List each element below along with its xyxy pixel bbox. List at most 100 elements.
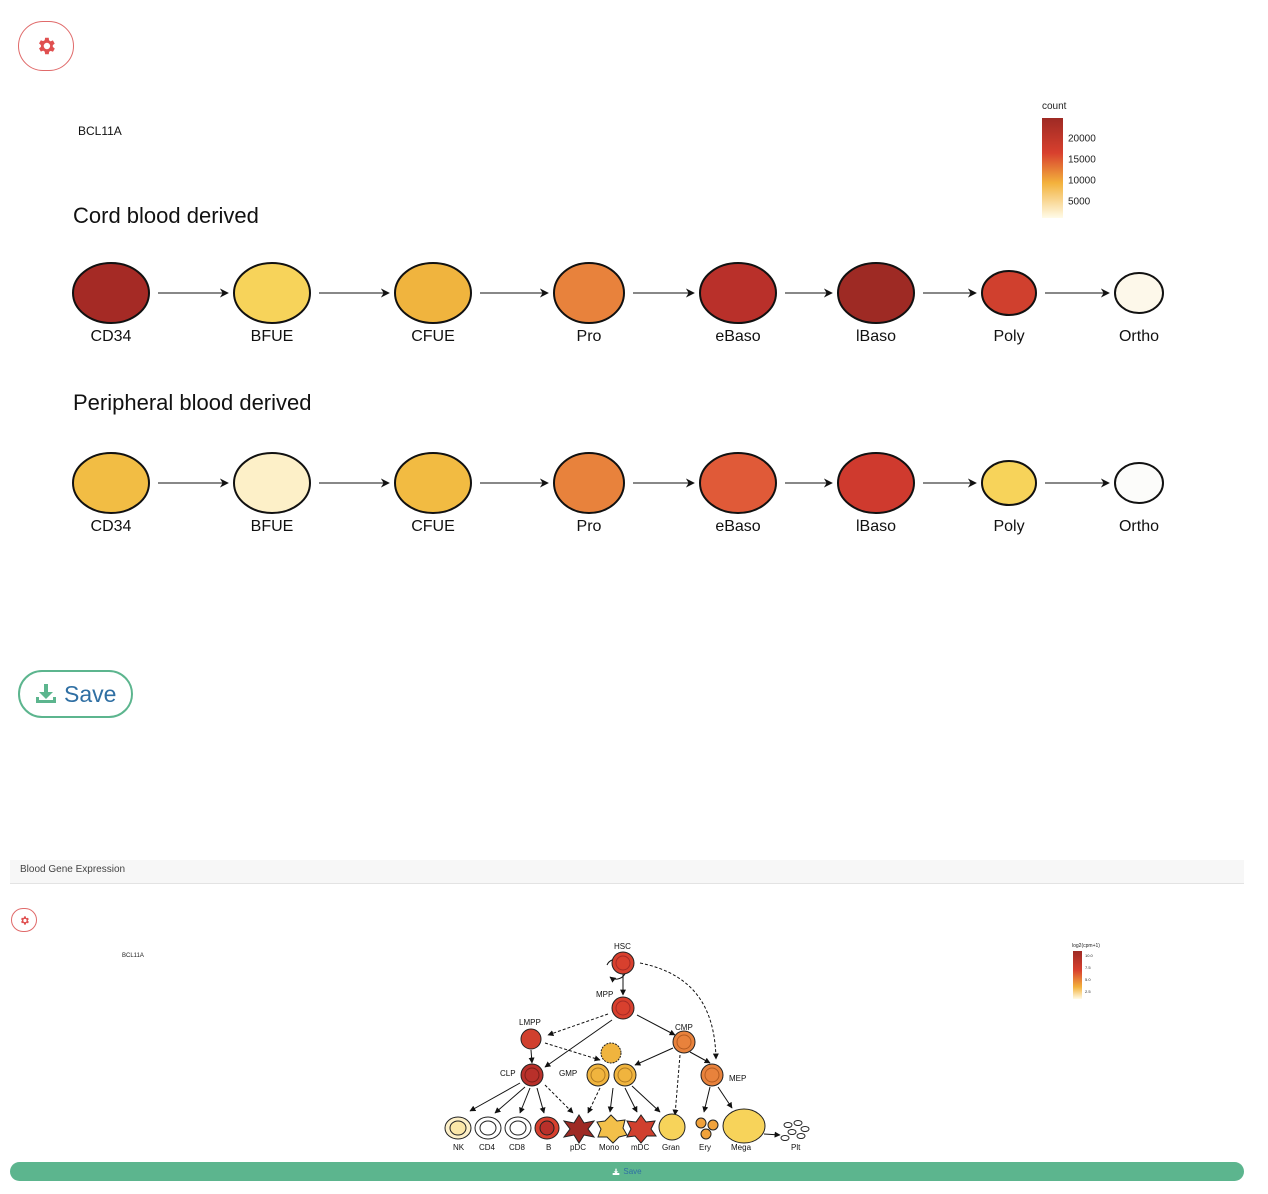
cell-label: BFUE xyxy=(251,328,294,345)
legend-tick-label-small: 10.0 xyxy=(1085,953,1094,958)
cell-lbaso xyxy=(837,452,915,514)
erythroid-expression-figure: BCL11A count 20000 15000 10000 5000 Cord bl… xyxy=(72,101,1164,535)
cell-label: lBaso xyxy=(856,518,896,535)
gear-icon xyxy=(39,37,55,55)
label-pdc: pDC xyxy=(570,1143,586,1152)
cell-cd34 xyxy=(72,452,150,514)
label-plt: Plt xyxy=(791,1143,801,1152)
cell-cfue xyxy=(394,452,472,514)
lineage-cells xyxy=(444,951,810,1144)
cell-cd34 xyxy=(72,262,150,324)
cell-cfue xyxy=(394,262,472,324)
cell-ebaso xyxy=(699,262,777,324)
save-button[interactable]: Save xyxy=(18,670,133,718)
gene-label-small: BCL11A xyxy=(122,953,144,959)
label-mono: Mono xyxy=(599,1143,620,1152)
legend-title-small: log2(cpm+1) xyxy=(1072,943,1100,949)
label-hsc: HSC xyxy=(614,942,631,951)
legend-colorbar-small xyxy=(1073,951,1082,999)
label-ery: Ery xyxy=(699,1143,711,1152)
cell-cd8 xyxy=(504,1116,532,1140)
row-title: Cord blood derived xyxy=(73,203,259,228)
cell-mdc xyxy=(626,1114,657,1144)
label-clp: CLP xyxy=(500,1069,516,1078)
label-b: B xyxy=(546,1143,551,1152)
label-cmp: CMP xyxy=(675,1023,693,1032)
cell-cmp xyxy=(672,1030,696,1054)
legend-tick-label-small: 5.0 xyxy=(1085,977,1091,982)
bottom-save-button[interactable]: Save xyxy=(10,1162,1244,1181)
cell-label: Ortho xyxy=(1119,328,1159,345)
legend-tick-label: 20000 xyxy=(1068,134,1096,145)
cell-gmp-c xyxy=(613,1063,637,1087)
cell-gran xyxy=(658,1113,686,1141)
panel-title: Blood Gene Expression xyxy=(20,864,126,875)
cell-lbaso xyxy=(837,262,915,324)
legend-tick-label: 5000 xyxy=(1068,197,1091,208)
row-title: Peripheral blood derived xyxy=(73,390,312,415)
label-mpp: MPP xyxy=(596,990,613,999)
label-cd4: CD4 xyxy=(479,1143,496,1152)
cell-pro xyxy=(553,262,625,324)
settings-button-small[interactable] xyxy=(11,908,37,932)
cell-label: CFUE xyxy=(411,328,455,345)
cell-clp xyxy=(520,1063,544,1087)
cell-gmp-b xyxy=(586,1063,610,1087)
cell-ery-b xyxy=(707,1119,719,1131)
cell-poly xyxy=(981,460,1037,506)
download-icon xyxy=(36,684,56,703)
cell-gmp-a xyxy=(600,1042,622,1064)
cell-lmpp xyxy=(520,1028,542,1050)
lineage-edges xyxy=(469,958,781,1138)
cell-label: CD34 xyxy=(91,328,132,345)
label-gmp: GMP xyxy=(559,1069,577,1078)
label-mdc: mDC xyxy=(631,1143,649,1152)
label-cd8: CD8 xyxy=(509,1143,526,1152)
cell-ortho xyxy=(1114,272,1164,314)
cell-label: eBaso xyxy=(715,328,760,345)
download-icon xyxy=(613,1168,620,1175)
legend-ticks: 20000 15000 10000 5000 xyxy=(1063,134,1096,208)
cell-bfue xyxy=(233,262,311,324)
cell-label: Ortho xyxy=(1119,518,1159,535)
label-mep: MEP xyxy=(729,1074,746,1083)
gene-label: BCL11A xyxy=(78,124,122,138)
cell-mega xyxy=(722,1108,766,1144)
label-gran: Gran xyxy=(662,1143,680,1152)
cell-bfue xyxy=(233,452,311,514)
cell-ery-a xyxy=(695,1117,707,1129)
bottom-save-label: Save xyxy=(623,1167,642,1176)
legend-colorbar xyxy=(1042,118,1063,218)
cell-mono xyxy=(596,1114,628,1144)
label-mega: Mega xyxy=(731,1143,752,1152)
lineage-row: Cord blood derived CD34 BFUE CFUE Pro eBaso lB… xyxy=(72,203,1164,345)
legend-tick-label-small: 7.5 xyxy=(1085,965,1091,970)
save-label: Save xyxy=(64,680,117,707)
lineage-row: Peripheral blood derived CD34 BFUE CFUE Pro e… xyxy=(72,390,1164,535)
cell-ebaso xyxy=(699,452,777,514)
gear-icon xyxy=(20,915,29,925)
settings-button[interactable] xyxy=(18,21,74,71)
cell-poly xyxy=(981,270,1037,316)
legend-tick-label: 15000 xyxy=(1068,155,1096,166)
lineage-rows: Cord blood derived CD34 BFUE CFUE Pro eBaso lB… xyxy=(72,203,1164,535)
legend-title: count xyxy=(1042,101,1067,112)
cell-plt xyxy=(780,1120,810,1141)
panel-header: Blood Gene Expression xyxy=(10,860,1244,884)
hematopoiesis-figure: BCL11A log2(cpm+1) 10.0 7.5 5.0 2.5 xyxy=(122,942,1100,1152)
cell-label: Poly xyxy=(993,518,1024,535)
label-nk: NK xyxy=(453,1143,465,1152)
cell-hsc xyxy=(611,951,635,975)
lineage-node-labels: HSC MPP LMPP CMP CLP GMP MEP NK CD4 CD8 … xyxy=(453,942,801,1152)
cell-mep xyxy=(700,1063,724,1087)
legend-ticks-small: 10.0 7.5 5.0 2.5 xyxy=(1085,953,1094,994)
cell-label: lBaso xyxy=(856,328,896,345)
cell-label: BFUE xyxy=(251,518,294,535)
cell-label: Pro xyxy=(577,518,602,535)
cell-cd4 xyxy=(474,1116,502,1140)
cell-label: Pro xyxy=(577,328,602,345)
cell-label: CFUE xyxy=(411,518,455,535)
cell-ortho xyxy=(1114,462,1164,504)
cell-pro xyxy=(553,452,625,514)
legend-tick-label: 10000 xyxy=(1068,176,1096,187)
